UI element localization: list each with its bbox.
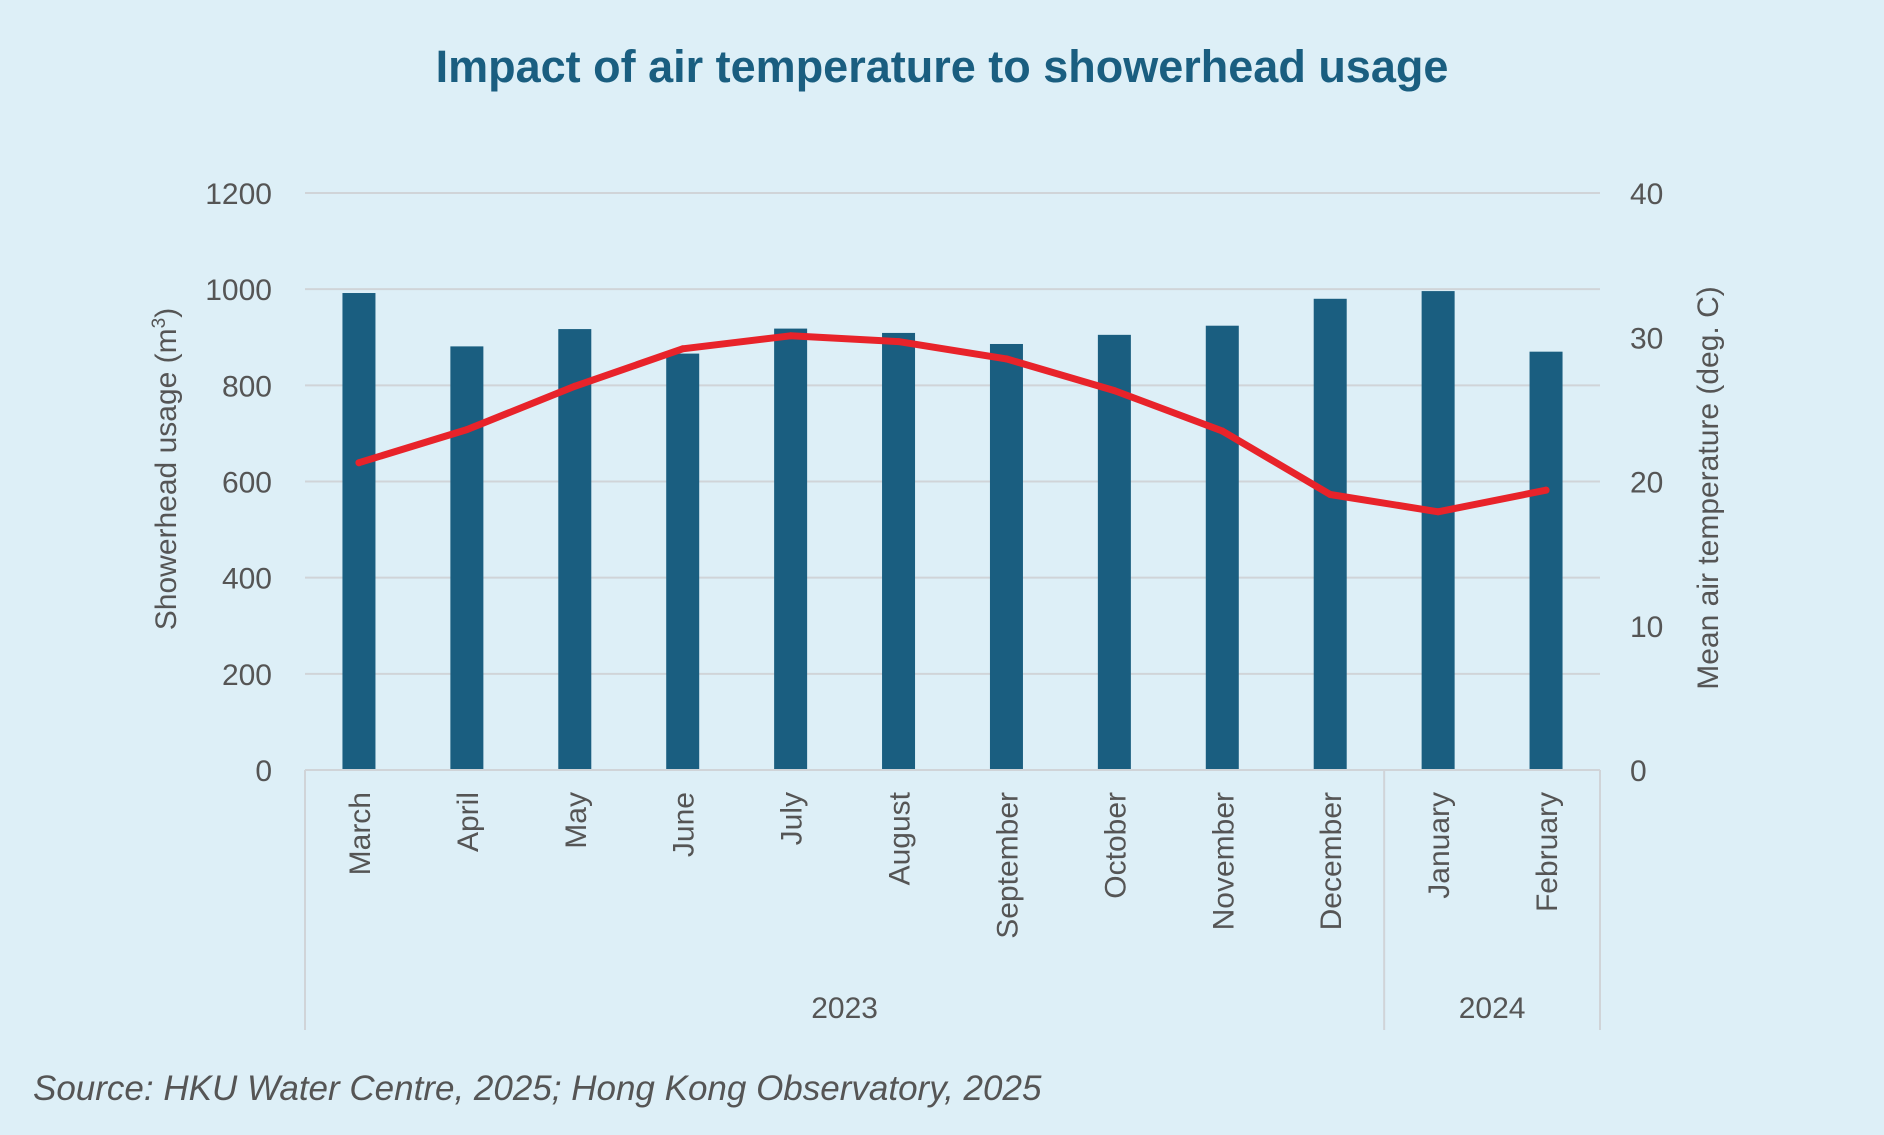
temperature-point	[895, 338, 903, 346]
temperature-point	[463, 426, 471, 434]
x-axis: March April May June July August September Octo…	[304, 769, 1601, 1030]
x-tick-label: February	[1531, 792, 1564, 912]
y-right-tick-label: 10	[1630, 611, 1663, 644]
temperature-point	[1002, 355, 1010, 363]
x-tick-label: May	[560, 792, 593, 849]
y-right-tick-label: 20	[1630, 467, 1663, 500]
x-tick-label: July	[776, 792, 809, 845]
bar	[774, 328, 808, 770]
bar	[1313, 298, 1347, 770]
bar	[450, 346, 484, 770]
y-left-tick-label: 1200	[205, 178, 272, 211]
bar	[1529, 351, 1563, 770]
x-tick-label: June	[668, 792, 701, 857]
x-tick-label: September	[991, 792, 1024, 939]
x-tick-label: December	[1315, 792, 1348, 930]
group-label: 2023	[811, 992, 878, 1025]
x-tick-label: January	[1423, 792, 1456, 899]
y-left-tick-label: 400	[222, 563, 272, 596]
y-axis-right: 0 10 20 30 40	[1630, 178, 1663, 788]
y-axis-left: 0 200 400 600 800 1000 1200	[205, 178, 272, 788]
group-label: 2024	[1459, 992, 1526, 1025]
temperature-point	[1218, 427, 1226, 435]
bar	[1097, 334, 1131, 770]
y-left-tick-label: 0	[255, 755, 272, 788]
temperature-point	[787, 332, 795, 340]
line-series	[355, 332, 1550, 516]
x-tick-label: April	[452, 792, 485, 852]
x-tick-label: August	[884, 791, 917, 885]
x-tick-label: November	[1207, 792, 1240, 930]
bar	[989, 343, 1023, 770]
bar-series	[342, 291, 1563, 770]
y-left-tick-label: 1000	[205, 274, 272, 307]
y-left-tick-label: 600	[222, 467, 272, 500]
gridlines	[305, 192, 1600, 675]
y-axis-right-title: Mean air temperature (deg. C)	[1692, 286, 1725, 690]
y-right-tick-label: 30	[1630, 322, 1663, 355]
y-right-tick-label: 40	[1630, 178, 1663, 211]
temperature-point	[1326, 490, 1334, 498]
source-note: Source: HKU Water Centre, 2025; Hong Kon…	[33, 1069, 1042, 1108]
x-tick-label: October	[1099, 792, 1132, 899]
temperature-point	[1110, 387, 1118, 395]
temperature-point	[1434, 508, 1442, 516]
bar	[342, 293, 376, 770]
bar	[1205, 325, 1239, 770]
x-tick-label: March	[344, 792, 377, 875]
temperature-point	[355, 459, 363, 467]
y-left-tick-label: 800	[222, 370, 272, 403]
temperature-point	[1542, 486, 1550, 494]
temperature-line	[355, 332, 1550, 516]
temperature-point	[571, 382, 579, 390]
y-left-tick-label: 200	[222, 659, 272, 692]
bar	[666, 353, 700, 770]
bar	[558, 329, 592, 770]
temperature-point	[679, 345, 687, 353]
y-axis-left-title: Showerhead usage (m3)	[149, 308, 183, 630]
bar	[882, 332, 916, 770]
bar	[1421, 291, 1455, 770]
y-right-tick-label: 0	[1630, 755, 1647, 788]
chart-title: Impact of air temperature to showerhead …	[436, 41, 1449, 92]
